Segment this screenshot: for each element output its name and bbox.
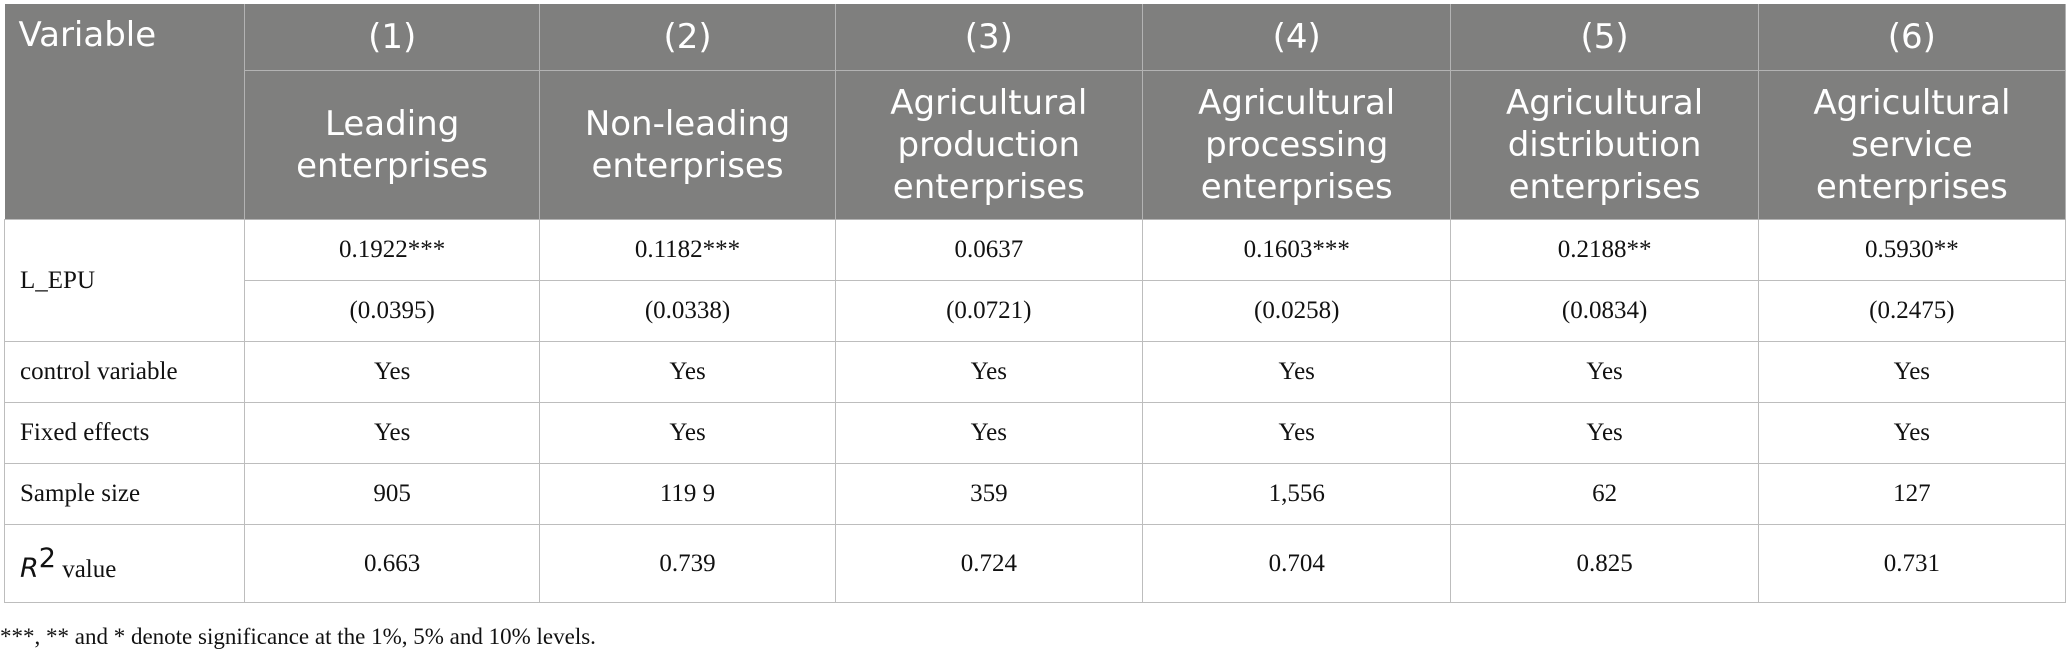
table-row-l-epu-coefficients: L_EPU 0.1922*** 0.1182*** 0.0637 0.1603*… xyxy=(4,219,2067,342)
table-cell: 905 xyxy=(243,463,541,525)
table-cell: Yes xyxy=(1757,402,2067,464)
r-squared-suffix: value xyxy=(55,556,117,583)
table-cell: 0.825 xyxy=(1450,524,1759,603)
table-row-fixed-effects: Fixed effects Yes Yes Yes Yes Yes Yes xyxy=(4,402,2067,464)
header-row-names: Leading enterprises Non-leading enterpri… xyxy=(5,70,2067,220)
coefficient-cell: 0.1603*** xyxy=(1141,219,1452,281)
table-cell: Yes xyxy=(243,402,541,464)
r-squared-symbol: R xyxy=(20,553,39,584)
column-number: (6) xyxy=(1758,4,2067,71)
table-cell: 119 9 xyxy=(539,463,836,525)
header-row-numbers: Variable (1) (2) (3) (4) (5) (6) xyxy=(4,4,2067,220)
table-cell: 0.739 xyxy=(539,524,836,603)
coefficient-cell: 0.1922*** xyxy=(243,219,541,281)
table-cell: Yes xyxy=(1141,402,1452,464)
column-name: Agricultural distribution enterprises xyxy=(1450,70,1759,220)
table-row-l-epu-std-errors: (0.0395) (0.0338) (0.0721) (0.0258) (0.0… xyxy=(5,280,2067,342)
row-label-fixed-effects: Fixed effects xyxy=(4,402,245,464)
column-name: Non-leading enterprises xyxy=(539,70,836,220)
coefficient-cell: 0.5930** xyxy=(1757,219,2067,281)
table-cell: Yes xyxy=(1450,341,1759,403)
regression-results-table: Variable (1) (2) (3) (4) (5) (6) Leading… xyxy=(4,4,2067,603)
table-cell: Yes xyxy=(1450,402,1759,464)
table-row-sample-size: Sample size 905 119 9 359 1,556 62 127 xyxy=(4,463,2067,525)
coefficient-cell: 0.1182*** xyxy=(539,219,836,281)
table-cell: Yes xyxy=(539,402,836,464)
r-squared-superscript: 2 xyxy=(38,543,56,574)
table-cell: 0.663 xyxy=(243,524,541,603)
table-cell: 0.704 xyxy=(1141,524,1452,603)
column-name: Agricultural production enterprises xyxy=(835,70,1143,220)
table-footnote: ***, ** and * denote significance at the… xyxy=(0,624,596,649)
column-name: Agricultural processing enterprises xyxy=(1142,70,1452,220)
std-error-cell: (0.2475) xyxy=(1757,280,2067,342)
row-label-r-squared: R2 value xyxy=(4,524,245,603)
column-name: Agricultural service enterprises xyxy=(1758,70,2067,220)
table-cell: Yes xyxy=(834,402,1143,464)
table-cell: Yes xyxy=(539,341,836,403)
table-cell: 1,556 xyxy=(1141,463,1452,525)
variable-column-header: Variable xyxy=(4,4,245,220)
table-cell: 0.724 xyxy=(834,524,1143,603)
std-error-cell: (0.0834) xyxy=(1450,280,1759,342)
row-label-l-epu: L_EPU xyxy=(4,219,245,342)
column-number: (3) xyxy=(835,4,1143,71)
table-cell: 62 xyxy=(1450,463,1759,525)
std-error-cell: (0.0338) xyxy=(539,280,836,342)
table-row-r-squared: R2 value 0.663 0.739 0.724 0.704 0.825 0… xyxy=(4,524,2067,603)
table-row-control-variable: control variable Yes Yes Yes Yes Yes Yes xyxy=(4,341,2067,403)
column-number: (5) xyxy=(1450,4,1759,71)
table-cell: Yes xyxy=(243,341,541,403)
table-cell: Yes xyxy=(834,341,1143,403)
coefficient-cell: 0.0637 xyxy=(834,219,1143,281)
std-error-cell: (0.0258) xyxy=(1141,280,1452,342)
table-cell: 127 xyxy=(1757,463,2067,525)
row-label-sample-size: Sample size xyxy=(4,463,245,525)
table-cell: Yes xyxy=(1757,341,2067,403)
row-label-control-variable: control variable xyxy=(4,341,245,403)
table-cell: 359 xyxy=(834,463,1143,525)
table-cell: Yes xyxy=(1141,341,1452,403)
column-name: Leading enterprises xyxy=(244,70,541,220)
coefficient-cell: 0.2188** xyxy=(1450,219,1759,281)
std-error-cell: (0.0395) xyxy=(243,280,541,342)
column-number: (1) xyxy=(244,4,541,71)
column-number: (2) xyxy=(539,4,836,71)
table-cell: 0.731 xyxy=(1757,524,2067,603)
column-number: (4) xyxy=(1142,4,1452,71)
std-error-cell: (0.0721) xyxy=(834,280,1143,342)
